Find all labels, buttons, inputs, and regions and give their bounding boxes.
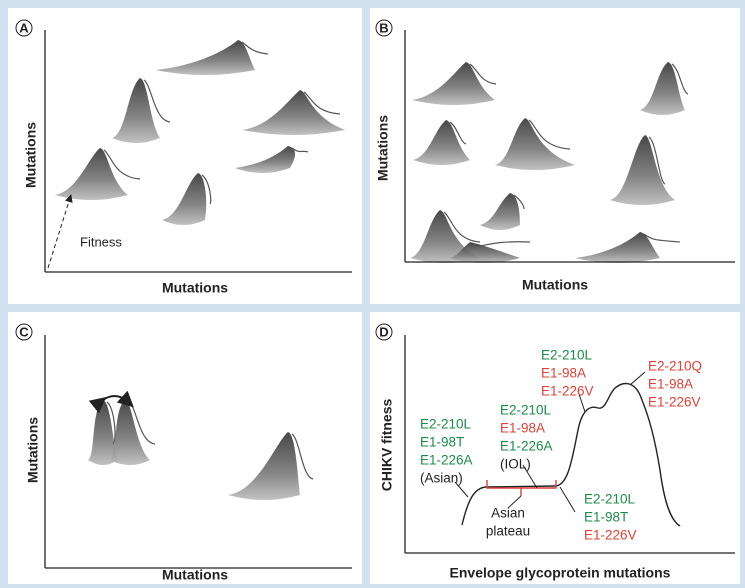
panel-label: A <box>19 20 29 35</box>
panel-label: D <box>379 324 388 339</box>
x-axis-label: Envelope glycoprotein mutations <box>450 565 671 581</box>
strain: (Asian) <box>420 471 463 486</box>
figure: A B C D Mutations Mutations Fitness Muta… <box>0 0 745 588</box>
y-axis-label: Mutations <box>375 115 391 181</box>
y-axis-label: Mutations <box>25 417 41 483</box>
mutation: E1-98A <box>648 377 693 392</box>
mutation: E2-210L <box>584 492 636 507</box>
mutation: E1-98A <box>541 366 586 381</box>
panel-label: B <box>379 20 388 35</box>
panel-c <box>8 312 362 584</box>
panel-a <box>8 8 362 304</box>
y-axis-label: CHIKV fitness <box>379 399 395 492</box>
mutation: E2-210L <box>541 348 593 363</box>
x-axis-label: Mutations <box>162 567 228 583</box>
mutation: E1-98T <box>584 510 628 525</box>
panel-label: C <box>19 324 29 339</box>
mutation: E1-226A <box>420 453 473 468</box>
mutation: E2-210L <box>500 403 552 418</box>
strain: (IOL) <box>500 457 531 472</box>
mutation: E1-226V <box>541 384 594 399</box>
mutation: E1-226A <box>500 439 553 454</box>
mutation: E2-210Q <box>648 359 702 374</box>
mutation: E1-226V <box>648 395 701 410</box>
x-axis-label: Mutations <box>522 277 588 293</box>
plateau-label: plateau <box>486 524 530 539</box>
mutation: E1-98A <box>500 421 545 436</box>
mutation: E1-226V <box>584 528 637 543</box>
mutation: E1-98T <box>420 435 464 450</box>
plateau-label: Asian <box>491 506 525 521</box>
x-axis-label: Mutations <box>162 280 228 296</box>
mutation: E2-210L <box>420 417 472 432</box>
annotation: Fitness <box>80 234 122 249</box>
y-axis-label: Mutations <box>23 122 39 188</box>
